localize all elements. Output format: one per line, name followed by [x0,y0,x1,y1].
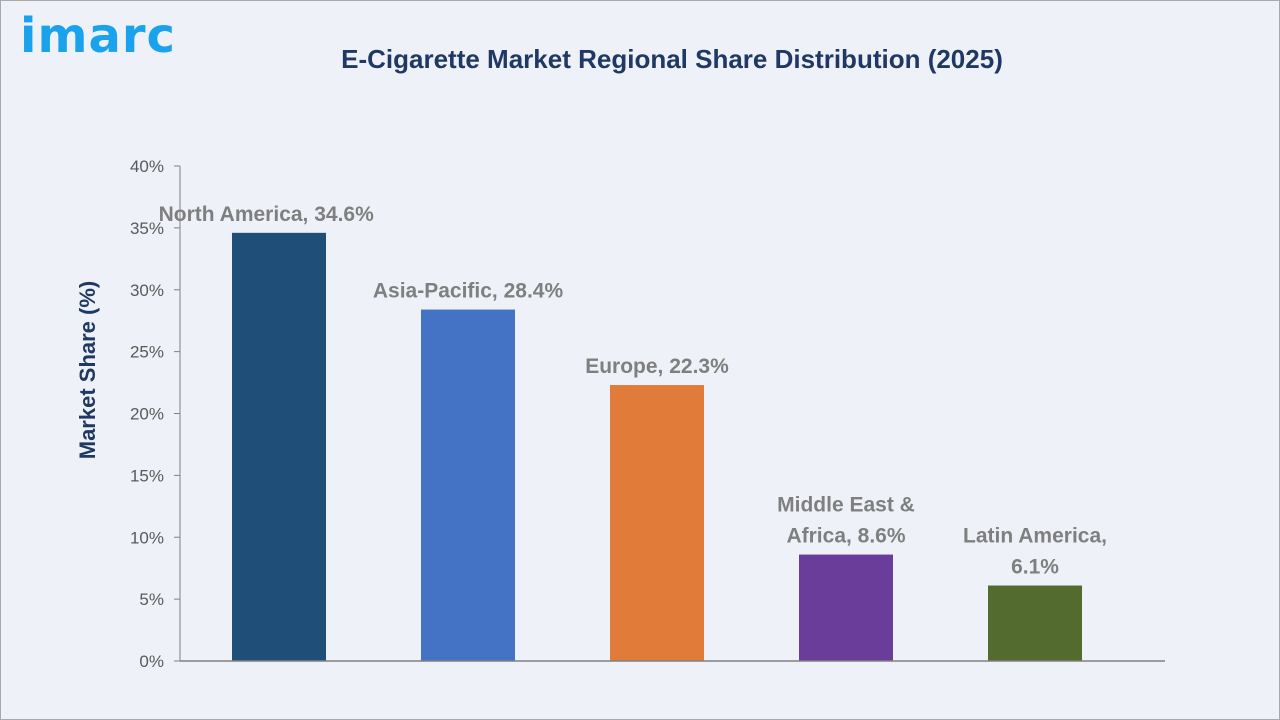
y-tick-label: 35% [130,219,164,238]
y-tick-label: 0% [139,652,164,671]
data-label: Asia-Pacific, 28.4% [373,280,564,303]
chart-title: E-Cigarette Market Regional Share Distri… [341,44,1003,74]
data-label: Europe, 22.3% [585,355,729,378]
data-label: Middle East & [777,494,915,517]
imarc-logo: imarc [20,8,176,64]
y-tick-label: 15% [130,466,164,485]
data-label: 6.1% [1011,556,1059,579]
y-tick-label: 25% [130,343,164,362]
bar-latin-america [988,585,1082,661]
data-label: Africa, 8.6% [786,525,905,548]
y-tick-label: 10% [130,528,164,547]
y-tick-label: 40% [130,157,164,176]
y-tick-label: 5% [139,590,164,609]
y-tick-label: 30% [130,281,164,300]
bar-asia-pacific [421,309,515,661]
bar-middle-east-africa [799,554,893,661]
data-label: Latin America, [963,525,1107,548]
data-label: North America, 34.6% [159,203,374,226]
y-tick-label: 20% [130,405,164,424]
bar-north-america [232,232,326,661]
bar-europe [610,385,704,661]
